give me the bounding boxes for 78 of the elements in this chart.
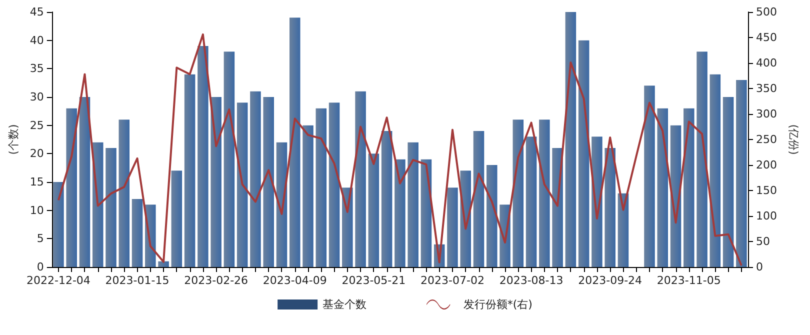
bar xyxy=(578,40,590,267)
bar xyxy=(368,154,380,267)
bar xyxy=(473,131,484,267)
x-tick-label: 2023-02-26 xyxy=(184,274,248,287)
y-tick-label: 40 xyxy=(30,34,44,47)
bar xyxy=(236,102,248,267)
y-tick-label: 30 xyxy=(30,90,44,104)
bar xyxy=(250,91,261,267)
y2-tick-label: 100 xyxy=(756,210,777,222)
bar xyxy=(302,125,314,267)
y2-tick-label: 450 xyxy=(756,31,777,44)
y-tick-label: 15 xyxy=(30,176,44,188)
bar xyxy=(408,142,418,267)
bar xyxy=(420,159,432,267)
y2-tick-label: 50 xyxy=(756,235,770,248)
bar xyxy=(79,97,90,267)
bar xyxy=(342,188,353,267)
x-tick-label: 2023-11-05 xyxy=(656,274,721,287)
y-tick-label: 45 xyxy=(30,6,44,18)
x-tick-label: 2023-01-15 xyxy=(105,274,170,287)
bar xyxy=(539,120,550,267)
bar xyxy=(526,136,537,267)
y2-tick-label: 500 xyxy=(756,6,777,18)
bar xyxy=(710,74,721,267)
bar xyxy=(565,12,576,267)
y-tick-label: 20 xyxy=(30,147,44,160)
y-tick-label: 25 xyxy=(30,118,44,132)
bar xyxy=(171,170,182,267)
bar xyxy=(53,182,64,267)
bar xyxy=(118,120,130,267)
bar xyxy=(512,120,524,267)
bar xyxy=(644,86,655,267)
bar xyxy=(184,74,196,267)
bar xyxy=(657,108,668,267)
x-tick-label: 2023-07-02 xyxy=(420,274,484,287)
bar xyxy=(447,188,458,267)
bar xyxy=(158,261,169,267)
x-tick-label: 2023-08-13 xyxy=(499,274,564,287)
bar xyxy=(355,91,366,267)
x-tick-label: 2023-04-09 xyxy=(262,274,327,287)
y2-tick-label: 200 xyxy=(756,158,777,172)
bar xyxy=(210,97,222,267)
bar xyxy=(316,108,327,267)
y-tick-label: 0 xyxy=(36,260,44,274)
bar xyxy=(106,148,116,267)
y2-axis-title: (亿份) xyxy=(786,124,800,155)
y2-tick-label: 350 xyxy=(756,82,777,95)
line-series xyxy=(57,33,742,266)
bar xyxy=(328,102,340,267)
bar xyxy=(224,52,235,267)
y-tick-label: 5 xyxy=(36,232,44,246)
bar xyxy=(684,108,694,267)
y2-tick-label: 300 xyxy=(756,108,777,120)
legend-label: 基金个数 xyxy=(322,298,367,311)
bar xyxy=(289,18,300,267)
bar xyxy=(696,52,708,267)
legend-label: 发行份额*(右) xyxy=(463,298,532,311)
bar xyxy=(722,97,734,267)
y2-tick-label: 150 xyxy=(756,184,777,197)
x-tick-label: 2023-05-21 xyxy=(342,274,406,287)
y-tick-label: 10 xyxy=(30,204,44,217)
bar xyxy=(486,165,498,267)
bar xyxy=(394,159,406,267)
bar xyxy=(381,131,392,267)
bar xyxy=(92,142,104,267)
y2-tick-label: 250 xyxy=(756,133,777,146)
y2-tick-label: 400 xyxy=(756,56,777,70)
y-tick-label: 35 xyxy=(30,62,44,76)
bar xyxy=(132,199,143,267)
y2-tick-label: 0 xyxy=(756,260,763,274)
bar xyxy=(198,46,208,267)
x-tick-label: 2022-12-04 xyxy=(26,274,90,287)
bar xyxy=(66,108,77,267)
y-axis-title: (个数) xyxy=(7,124,20,155)
bar xyxy=(263,97,274,267)
bar xyxy=(604,148,616,267)
bar xyxy=(736,80,747,267)
x-tick-label: 2023-09-24 xyxy=(578,274,642,287)
